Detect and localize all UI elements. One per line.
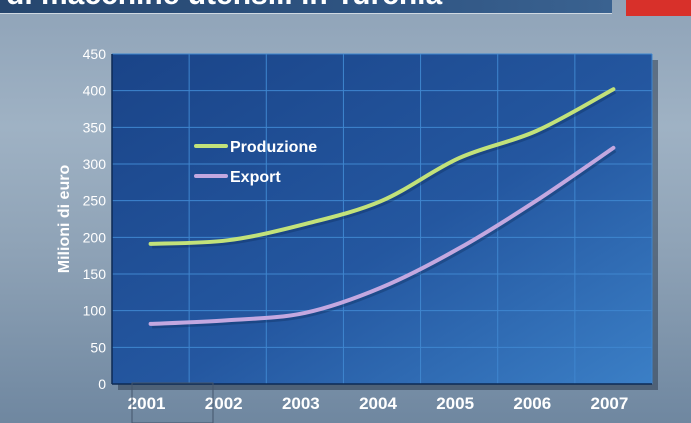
x-tick-label-2005: 2005 [436,394,474,413]
y-tick-label-400: 400 [83,83,107,99]
y-tick-label-250: 250 [83,193,107,209]
legend-label-produzione: Produzione [230,139,317,156]
y-tick-labels: 0 50 100 150 200 250 300 350 400 450 [83,46,107,392]
x-tick-label-2003: 2003 [282,394,320,413]
y-tick-label-100: 100 [83,303,107,319]
x-tick-label-2007: 2007 [591,394,629,413]
x-tick-label-2002: 2002 [205,394,243,413]
title-bar: di macchine utensili in Turchia [0,0,612,14]
series-lines [148,87,617,329]
x-tick-label-2004: 2004 [359,394,397,413]
series-line-shadow-export [151,147,617,329]
y-tick-label-50: 50 [90,339,106,355]
horizontal-gridlines [112,53,652,348]
y-tick-label-150: 150 [83,266,107,282]
red-corner-tab [626,0,691,16]
series-line-shadow-produzione [151,89,617,249]
year-highlight-box [131,382,214,423]
y-tick-label-0: 0 [98,376,106,392]
legend: Produzione Export [194,139,317,186]
y-tick-label-200: 200 [83,229,107,245]
legend-label-export: Export [230,169,281,186]
y-axis-label: Milioni di euro [56,165,73,274]
y-tick-label-450: 450 [83,46,107,62]
y-tick-label-300: 300 [83,156,107,172]
x-tick-labels: 2001 2002 2003 2004 2005 2006 2007 [128,394,629,413]
series-line-export [148,145,616,326]
y-tick-label-350: 350 [83,119,107,135]
plot-area [112,54,652,384]
slide-title: di macchine utensili in Turchia [6,0,442,12]
x-tick-label-2006: 2006 [513,394,551,413]
series-line-produzione [148,87,616,246]
x-tick-label-2001: 2001 [128,394,166,413]
